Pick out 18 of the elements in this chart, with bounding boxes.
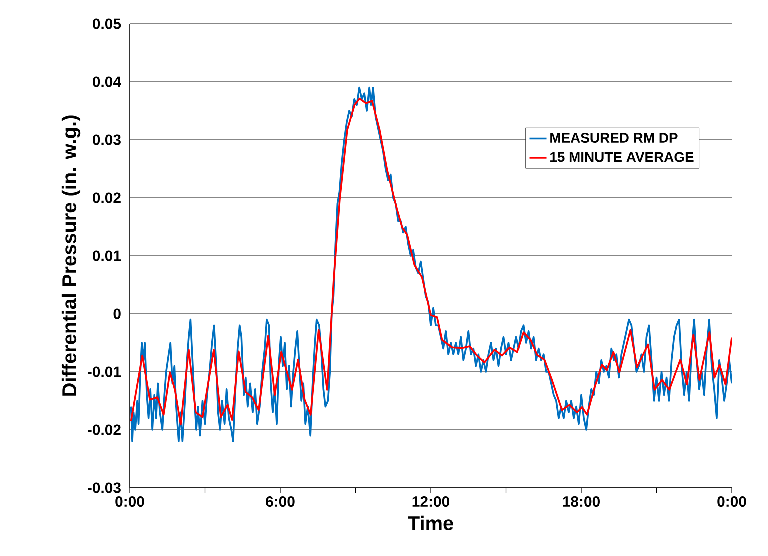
legend-label: MEASURED RM DP [550, 133, 678, 143]
x-tick-label: 6:00 [266, 496, 295, 508]
y-axis-title: Differential Pressure (in. w.g.) [62, 116, 81, 396]
x-tick-label: 0:00 [718, 496, 746, 508]
y-tick-label: -0.01 [88, 366, 122, 378]
y-tick-label: -0.02 [88, 424, 121, 436]
x-tick-label: 0:00 [116, 496, 144, 508]
x-tick-label: 12:00 [412, 496, 450, 508]
legend-label: 15 MINUTE AVERAGE [550, 152, 694, 162]
y-tick-label: 0 [114, 308, 121, 320]
y-tick-label: 0.05 [93, 18, 122, 30]
y-tick-label: 0.02 [93, 192, 121, 204]
y-tick-label: 0.01 [93, 250, 122, 262]
y-tick-label: -0.03 [88, 482, 121, 494]
x-tick-label: 18:00 [563, 496, 600, 508]
y-tick-label: 0.04 [93, 76, 122, 88]
x-axis-title: Time [408, 516, 454, 531]
y-tick-label: 0.03 [93, 134, 121, 146]
